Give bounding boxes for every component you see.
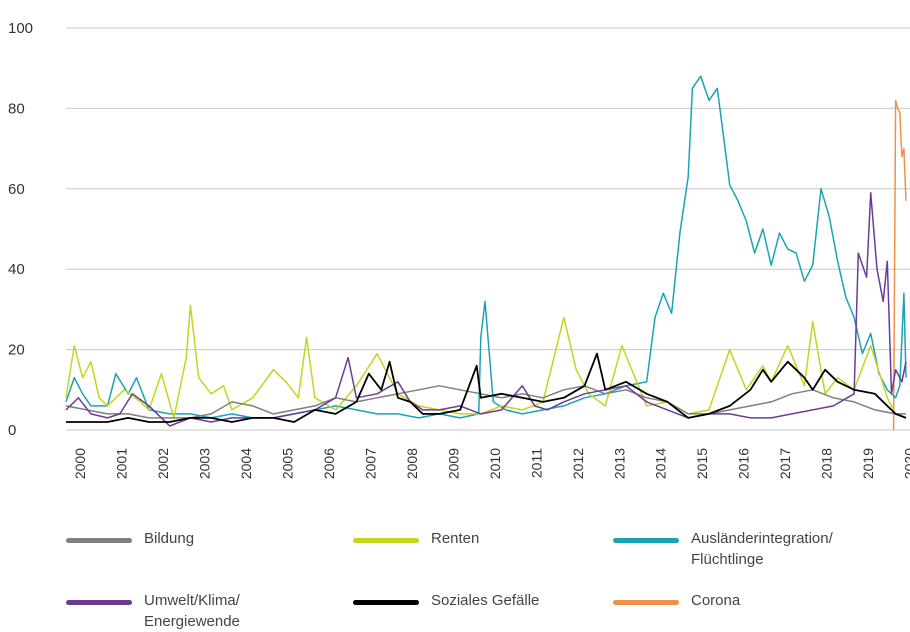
x-tick-label: 2020 [902, 448, 910, 479]
legend-label: Renten [431, 530, 480, 547]
series-lines [65, 75, 907, 431]
gridlines [66, 27, 910, 431]
legend-swatch [66, 538, 132, 543]
x-tick-label: 2007 [362, 448, 378, 479]
y-tick-label: 40 [8, 261, 25, 278]
x-tick-label: 2010 [487, 448, 503, 479]
legend-item-umwelt: Umwelt/Klima/ Energiewende [66, 590, 240, 632]
legend-label: Bildung [144, 530, 195, 547]
x-tick-label: 2008 [404, 448, 420, 479]
x-tick-label: 2015 [694, 448, 710, 479]
legend-item-bildung: Bildung [66, 528, 194, 549]
legend-swatch [613, 538, 679, 543]
legend-item-soziales-gefaelle: Soziales Gefälle [353, 590, 539, 611]
x-tick-label: 2019 [860, 448, 876, 479]
legend-label: Soziales Gefälle [431, 592, 540, 609]
x-tick-label: 2016 [736, 448, 752, 479]
x-tick-label: 2000 [72, 448, 88, 479]
legend-item-corona: Corona [613, 590, 740, 611]
legend-swatch [353, 538, 419, 543]
y-tick-label: 100 [8, 20, 33, 37]
y-axis-ticks: 0 20 40 60 80 100 [8, 20, 33, 439]
legend-label: Corona [691, 592, 741, 609]
x-tick-label: 2003 [196, 448, 212, 479]
y-tick-label: 80 [8, 100, 25, 117]
y-tick-label: 60 [8, 181, 25, 198]
legend-swatch [613, 600, 679, 605]
y-tick-label: 0 [8, 422, 16, 439]
legend-item-auslaenderintegration: Ausländerintegration/ Flüchtlinge [613, 528, 833, 570]
x-tick-label: 2018 [819, 448, 835, 479]
x-tick-label: 2017 [777, 448, 793, 479]
x-axis-ticks: 2000 2001 2002 2003 2004 2005 2006 2007 2008 2009… [72, 448, 910, 479]
series-line [892, 99, 907, 431]
series-line [66, 352, 907, 423]
x-tick-label: 2005 [279, 448, 295, 479]
legend-swatch [353, 600, 419, 605]
x-tick-label: 2014 [653, 448, 669, 479]
x-tick-label: 2001 [113, 448, 129, 479]
legend-swatch [66, 600, 132, 605]
legend-item-renten: Renten [353, 528, 479, 549]
legend-label: Umwelt/Klima/ Energiewende [144, 592, 240, 630]
x-tick-label: 2006 [321, 448, 337, 479]
x-tick-label: 2013 [611, 448, 627, 479]
x-tick-label: 2002 [155, 448, 171, 479]
series-line [65, 75, 907, 419]
x-tick-label: 2011 [528, 448, 544, 478]
legend-label: Ausländerintegration/ Flüchtlinge [691, 530, 833, 568]
x-tick-label: 2004 [238, 448, 254, 479]
x-tick-label: 2012 [570, 448, 586, 479]
x-tick-label: 2009 [445, 448, 461, 479]
y-tick-label: 20 [8, 342, 25, 359]
